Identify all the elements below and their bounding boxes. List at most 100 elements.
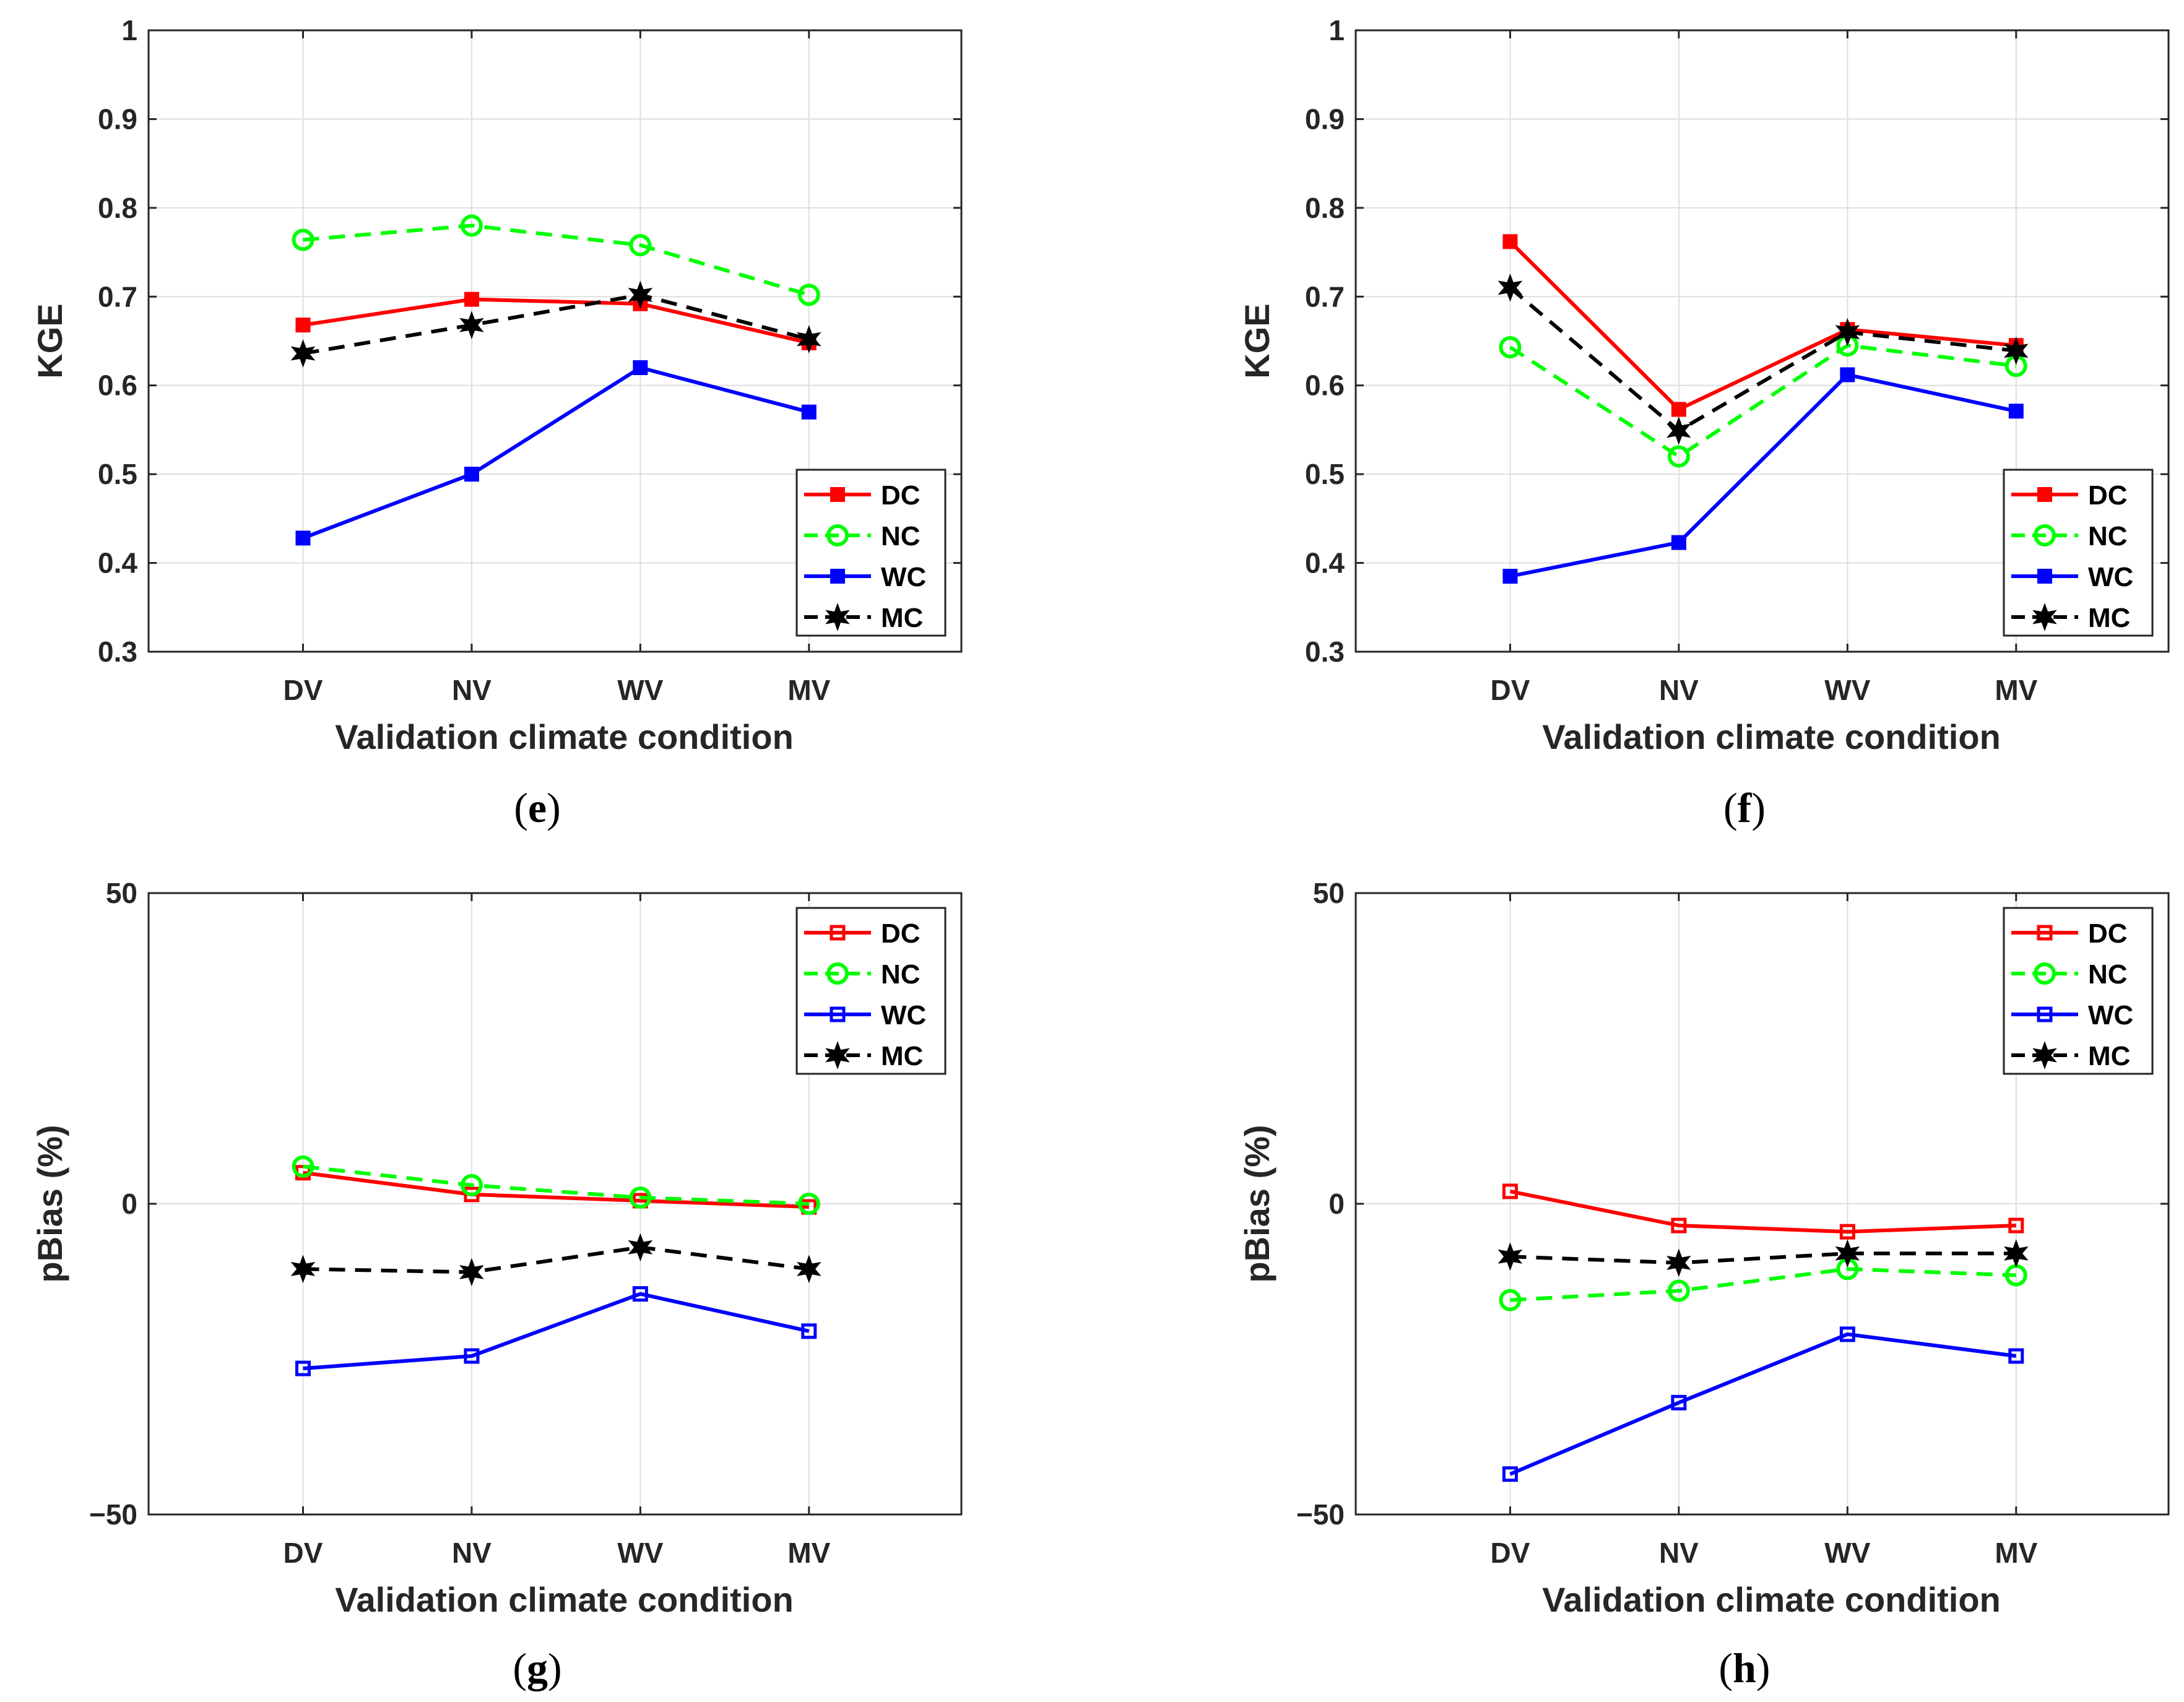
data-point-NC [1667, 445, 1690, 468]
data-point-DC [2008, 1217, 2024, 1233]
legend-label-NC: NC [881, 521, 921, 551]
y-axis-title: KGE [30, 303, 69, 378]
legend-label-WC: WC [881, 562, 926, 592]
y-tick-label: 0 [121, 1188, 137, 1220]
data-point-NC [1499, 336, 1522, 359]
x-tick-label: WV [1824, 674, 1870, 706]
y-tick-label: 50 [1313, 877, 1345, 909]
data-point-MC [1835, 1239, 1860, 1268]
series-line-WC [302, 366, 810, 540]
y-tick-label: 0.4 [1305, 547, 1345, 579]
series-line-WC [303, 1292, 810, 1371]
caption-letter: f [1738, 784, 1753, 831]
data-point-WC [1502, 1466, 1518, 1482]
series-line-WC [1509, 373, 2017, 579]
legend-marker-WC [2037, 569, 2052, 584]
caption-letter: h [1733, 1644, 1756, 1691]
x-tick-label: NV [452, 674, 492, 706]
legend-label-DC: DC [2088, 480, 2128, 511]
series-MC [1497, 274, 2029, 445]
data-point-MC [2004, 336, 2029, 365]
data-point-NC [1667, 1279, 1690, 1302]
data-point-WC [2008, 404, 2024, 419]
caption-paren-close: ) [1756, 1644, 1770, 1691]
legend-marker-DC [830, 487, 845, 502]
legend-label-NC: NC [2088, 521, 2128, 551]
legend: DC NC WC MC [795, 469, 947, 637]
data-point-MC [797, 1255, 821, 1284]
y-tick-label: 0.9 [1305, 103, 1345, 135]
data-point-MC [459, 1258, 484, 1287]
series-MC [1497, 1239, 2029, 1277]
legend-marker-NC [2034, 962, 2056, 985]
series-WC [295, 1286, 817, 1376]
y-tick-label: 0.7 [98, 280, 137, 313]
series-line-NC [1509, 343, 2017, 459]
legend-marker-WC [830, 569, 845, 584]
data-point-WC [1840, 367, 1855, 382]
data-point-MC [2004, 1239, 2029, 1268]
x-tick-label: MV [787, 674, 830, 706]
y-tick-label: 0.4 [98, 547, 137, 579]
y-tick-label: 0.8 [98, 192, 137, 224]
legend-box [795, 907, 947, 1075]
caption-paren-close: ) [1751, 784, 1766, 831]
series-line-DC [1509, 1189, 2016, 1234]
legend-marker-WC [830, 1006, 846, 1022]
data-point-NC [797, 1193, 820, 1215]
data-point-WC [1839, 1326, 1855, 1342]
data-point-MC [459, 311, 484, 340]
legend-marker-MC [825, 603, 850, 631]
data-point-MC [628, 1233, 653, 1262]
data-point-DC [1671, 1217, 1687, 1233]
caption-paren-close: ) [548, 1644, 562, 1691]
legend-marker-NC [826, 524, 849, 546]
legend-marker-MC [825, 1041, 850, 1069]
chart-panel-e: 0.3 0.4 0.5 0.6 0.7 0.8 0.9 1 DV NV WV MV Validation… [30, 14, 963, 831]
series-WC [1502, 1326, 2024, 1482]
y-tick-label: 1 [121, 14, 137, 46]
legend-marker-NC [2034, 524, 2056, 546]
series-MC [290, 280, 821, 368]
legend-label-DC: DC [2088, 918, 2128, 949]
caption-paren-open: ( [1718, 1644, 1733, 1691]
x-tick-label: WV [1824, 1537, 1870, 1569]
y-tick-label: 50 [106, 877, 137, 909]
data-point-DC [295, 318, 311, 333]
series-MC [290, 1233, 821, 1287]
legend-marker-WC [2037, 1006, 2053, 1022]
x-tick-label: NV [1659, 1537, 1699, 1569]
series-line-NC [303, 1164, 809, 1206]
chart-panel-f: 0.3 0.4 0.5 0.6 0.7 0.8 0.9 1 DV NV WV MV Validation… [1237, 14, 2170, 831]
data-point-WC [1671, 1394, 1687, 1410]
legend-label-MC: MC [2088, 603, 2130, 633]
legend: DC NC WC MC [2003, 907, 2154, 1075]
caption-paren-close: ) [547, 784, 561, 831]
y-tick-label: 0 [1328, 1188, 1345, 1220]
series-line-MC [1510, 1251, 2016, 1265]
y-tick-label: 0.9 [98, 103, 137, 135]
data-point-MC [1666, 417, 1691, 445]
data-point-MC [1497, 1242, 1523, 1271]
series-line-DC [303, 297, 810, 345]
data-point-NC [1499, 1289, 1522, 1311]
y-tick-label: 0.5 [1305, 458, 1345, 490]
legend-marker-NC [826, 962, 849, 985]
y-axis-title: KGE [1237, 303, 1276, 378]
series-line-DC [303, 1170, 809, 1209]
data-point-DC [464, 1186, 480, 1203]
caption-letter: g [527, 1644, 548, 1691]
legend-marker-DC [2037, 925, 2053, 941]
data-point-WC [1502, 569, 1518, 584]
data-point-NC [292, 228, 314, 251]
data-point-WC [295, 530, 311, 546]
data-point-MC [628, 280, 653, 309]
series-line-MC [1509, 286, 2017, 433]
data-point-DC [464, 292, 479, 307]
data-point-NC [797, 283, 820, 306]
y-tick-label: −50 [1296, 1498, 1345, 1531]
data-point-NC [460, 1173, 483, 1196]
x-tick-label: WV [617, 674, 663, 706]
y-axis-title: pBias (%) [30, 1125, 69, 1282]
